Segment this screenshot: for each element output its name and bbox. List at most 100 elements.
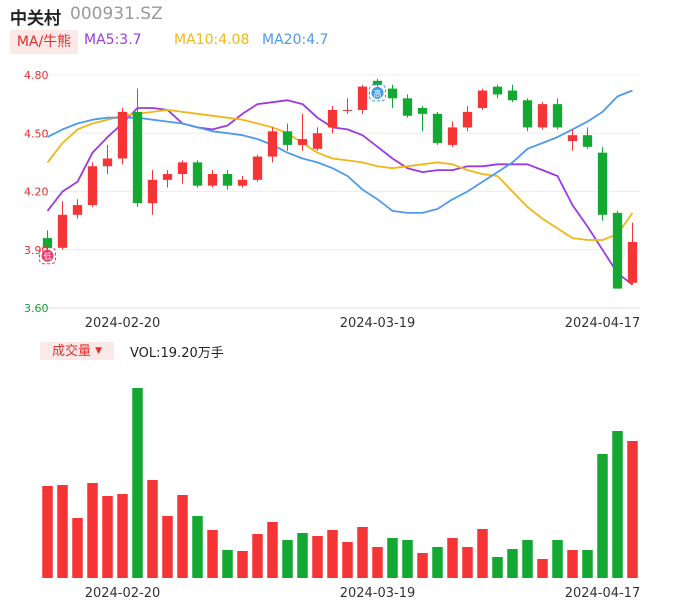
candle-body [402,98,413,116]
candle-body [492,86,503,95]
ma-line-ma20 [47,89,633,214]
candle-body [267,131,278,157]
extreme-markers: 高低 [39,84,386,265]
marker-label: 低 [44,251,52,261]
candle [237,175,248,188]
marker-label: 高 [374,88,382,98]
volume-bar [477,529,488,578]
volume-bar [357,527,368,578]
volume-bar [492,557,503,578]
candle [87,162,98,208]
volume-bar [192,516,203,578]
price-date-label: 2024-04-17 [565,316,641,331]
candle [582,127,593,149]
candle [327,106,338,134]
volume-bar [507,549,518,578]
candle [537,102,548,130]
candle [117,108,128,165]
candle-body [192,162,203,186]
candle [207,170,218,188]
candle [447,121,458,147]
volume-date-label: 2024-04-17 [565,586,641,601]
volume-bar [252,534,263,578]
volume-bar [327,530,338,578]
candle-body [222,174,233,186]
price-grid [40,74,640,309]
candle-body [462,111,473,128]
stock-code: 000931.SZ [70,4,163,24]
volume-bar [582,550,593,578]
candle-body [297,139,308,145]
volume-bar [387,538,398,578]
ma-line-ma10 [46,109,634,241]
high-marker: 高 [369,84,386,102]
volume-date-label: 2024-02-20 [85,586,161,601]
candle-body [612,212,623,289]
date-axis: 2024-02-20 2024-03-19 2024-04-17 2024-02-20… [85,316,641,601]
volume-bar [537,559,548,578]
volume-bar [117,494,128,578]
volume-date-label: 2024-03-19 [340,586,416,601]
candle [147,170,158,215]
volume-bar [282,540,293,578]
volume-bar [342,542,353,578]
marker-badge [371,86,384,99]
dropdown-arrow-icon: ▼ [95,346,103,356]
ma20-legend: MA20:4.7 [262,32,329,48]
candle [222,170,233,190]
candle [372,78,383,87]
candle-body [252,156,263,180]
candle-body [447,127,458,145]
volume-bar [177,495,188,578]
volume-bar [447,538,458,578]
volume-bar [162,516,173,578]
candle [387,84,398,109]
volume-tag-label: 成交量 [51,344,91,359]
marker-frame [39,247,56,265]
candle [612,210,623,289]
stock-name: 中关村 [10,9,61,29]
volume-bar [132,388,143,578]
candle [312,127,323,151]
volume-bar [267,522,278,578]
candle [342,98,353,114]
candle-body [42,238,53,248]
price-axis: 4.804.504.203.903.60 [24,69,49,315]
candle-body [207,174,218,186]
candle [432,111,443,145]
candle-body [627,241,638,283]
ma10-legend: MA10:4.08 [174,32,250,48]
candle [627,222,638,285]
candle-body [552,104,563,128]
volume-bar [627,441,638,578]
candlestick-series [42,78,638,289]
candle [567,129,578,151]
volume-bars [42,388,638,578]
candle [507,84,518,103]
candle [552,98,563,130]
candle-body [312,133,323,149]
volume-indicator-selector[interactable]: 成交量 ▼ [40,342,114,360]
candle-body [477,90,488,109]
volume-bar [417,553,428,578]
volume-bar [612,431,623,578]
candle [42,230,53,252]
candle [597,146,608,221]
price-date-label: 2024-02-20 [85,316,161,331]
ma-indicator-selector[interactable]: MA/牛熊 [10,30,78,54]
candle [282,123,293,151]
volume-bar [462,547,473,578]
candle [102,144,113,175]
candle-body [102,158,113,167]
moving-average-lines [46,89,634,286]
volume-bar [597,454,608,578]
candle-body [582,135,593,147]
candle [522,98,533,132]
price-date-label: 2024-03-19 [340,316,416,331]
candle-body [387,88,398,99]
volume-bar [312,536,323,578]
candle-body [357,86,368,110]
candle-body [372,80,383,85]
volume-bar [552,540,563,578]
candle-body [597,152,608,215]
